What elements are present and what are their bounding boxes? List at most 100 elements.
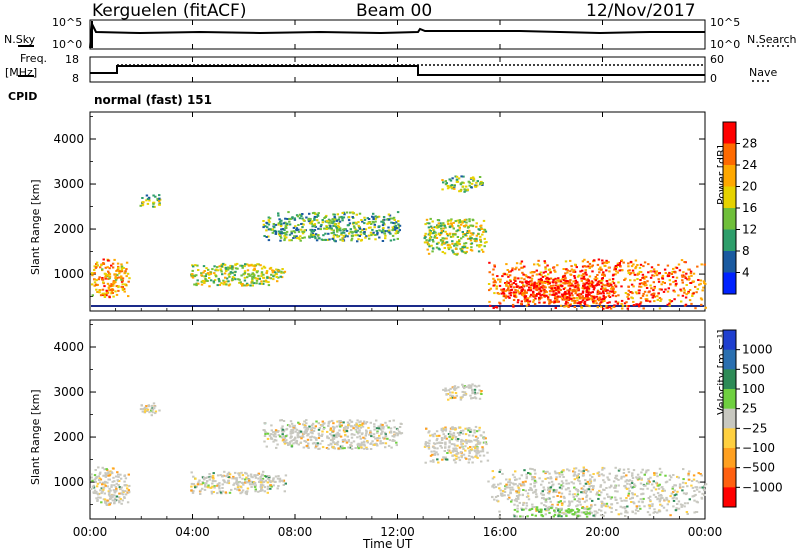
data-pixel <box>112 280 116 283</box>
data-pixel <box>150 414 153 417</box>
data-pixel <box>342 211 346 214</box>
data-pixel <box>117 269 120 272</box>
data-pixel <box>329 219 332 222</box>
data-pixel <box>290 422 294 425</box>
data-pixel <box>520 507 523 510</box>
data-pixel <box>446 234 450 237</box>
data-pixel <box>510 499 514 502</box>
data-pixel <box>428 430 431 433</box>
data-pixel <box>531 271 534 274</box>
data-pixel <box>347 424 350 427</box>
scatter-blob <box>190 262 287 288</box>
data-pixel <box>381 430 384 433</box>
data-pixel <box>272 278 275 281</box>
data-pixel <box>546 470 549 473</box>
data-pixel <box>461 390 464 393</box>
data-pixel <box>452 396 456 399</box>
data-pixel <box>461 395 464 398</box>
data-pixel <box>393 226 396 229</box>
data-pixel <box>614 285 618 288</box>
data-pixel <box>546 276 549 279</box>
data-pixel <box>572 474 576 477</box>
data-pixel <box>655 270 658 273</box>
data-pixel <box>441 237 444 240</box>
data-pixel <box>531 503 534 506</box>
data-pixel <box>656 298 659 301</box>
data-pixel <box>463 190 466 193</box>
data-pixel <box>119 473 122 476</box>
data-pixel <box>300 215 303 217</box>
data-pixel <box>570 292 573 295</box>
data-pixel <box>228 491 232 494</box>
data-pixel <box>222 262 225 265</box>
data-pixel <box>677 263 681 266</box>
data-pixel <box>605 284 608 287</box>
data-pixel <box>366 440 369 443</box>
data-pixel <box>294 430 297 433</box>
data-pixel <box>231 265 234 268</box>
data-pixel <box>480 248 484 251</box>
data-pixel <box>507 285 510 288</box>
data-pixel <box>644 484 647 487</box>
data-pixel <box>638 266 642 269</box>
data-pixel <box>587 291 590 294</box>
data-pixel <box>537 286 540 289</box>
data-pixel <box>210 486 213 489</box>
data-pixel <box>211 474 215 477</box>
data-pixel <box>598 489 601 492</box>
data-pixel <box>463 218 467 221</box>
data-pixel <box>227 266 230 269</box>
data-pixel <box>692 272 696 275</box>
data-pixel <box>602 474 605 477</box>
data-pixel <box>386 437 389 440</box>
data-pixel <box>614 284 617 287</box>
data-pixel <box>101 483 104 486</box>
data-pixel <box>596 472 599 475</box>
data-pixel <box>651 505 654 508</box>
data-pixel <box>397 230 400 233</box>
data-pixel <box>247 273 250 276</box>
data-pixel <box>587 289 590 292</box>
data-pixel <box>262 280 266 283</box>
data-pixel <box>643 261 647 264</box>
data-pixel <box>142 408 145 411</box>
data-pixel <box>315 215 318 218</box>
data-pixel <box>116 274 119 277</box>
data-pixel <box>615 509 618 511</box>
data-pixel <box>117 276 120 279</box>
data-pixel <box>434 234 438 237</box>
data-pixel <box>237 484 240 487</box>
data-pixel <box>345 211 349 214</box>
data-pixel <box>623 499 626 502</box>
data-pixel <box>311 426 314 429</box>
data-pixel <box>372 433 376 436</box>
data-pixel <box>604 505 608 508</box>
data-pixel <box>668 279 671 282</box>
data-pixel <box>453 388 456 391</box>
data-pixel <box>292 442 295 445</box>
data-pixel <box>363 437 367 440</box>
data-pixel <box>234 267 238 270</box>
data-pixel <box>203 478 206 481</box>
data-pixel <box>335 228 339 230</box>
data-pixel <box>639 507 642 510</box>
data-pixel <box>606 505 610 508</box>
data-pixel <box>576 479 580 482</box>
data-pixel <box>379 428 383 431</box>
data-pixel <box>238 281 241 284</box>
data-pixel <box>559 280 563 283</box>
data-pixel <box>579 503 582 506</box>
data-pixel <box>467 226 470 228</box>
data-pixel <box>533 490 536 493</box>
data-pixel <box>455 253 458 256</box>
data-pixel <box>608 278 611 281</box>
data-pixel <box>345 229 349 232</box>
data-pixel <box>326 430 329 433</box>
data-pixel <box>662 290 666 293</box>
data-pixel <box>632 263 635 266</box>
data-pixel <box>451 235 455 238</box>
data-pixel <box>95 279 98 282</box>
data-pixel <box>699 279 703 282</box>
data-pixel <box>372 231 375 234</box>
data-pixel <box>242 483 245 486</box>
